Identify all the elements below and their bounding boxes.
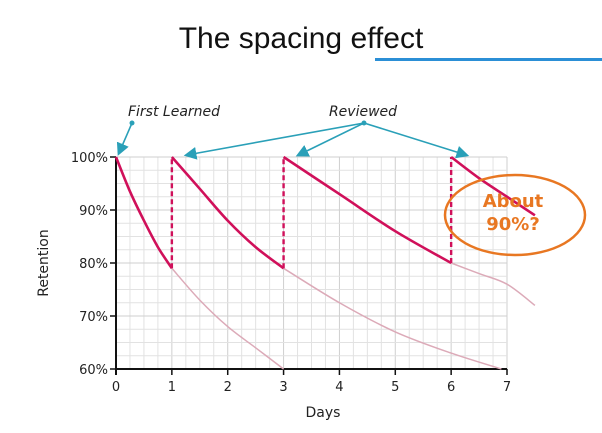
x-tick-label: 3 — [279, 380, 287, 395]
annotation-arrow — [183, 122, 365, 160]
forgetting-curve — [283, 267, 502, 370]
x-tick-label: 0 — [112, 380, 120, 395]
annotation-arrow — [295, 122, 365, 157]
x-tick-label: 2 — [224, 380, 232, 395]
y-tick-label: 70% — [79, 310, 108, 325]
y-tick-label: 100% — [71, 151, 108, 166]
y-tick-label: 80% — [79, 257, 108, 272]
slide-title: The spacing effect — [178, 22, 424, 55]
annotation-arrow — [116, 122, 133, 156]
y-tick-label: 60% — [79, 363, 108, 378]
retention-curve — [282, 155, 452, 265]
annotation-90-percent: 90%? — [486, 214, 540, 235]
retention-curve — [450, 155, 536, 217]
y-axis-label: Retention — [36, 229, 52, 297]
x-tick-label: 4 — [335, 380, 343, 395]
annotation-reviewed: Reviewed — [329, 104, 397, 120]
retention-curve — [114, 156, 173, 270]
x-axis-label: Days — [306, 405, 341, 421]
forgetting-curve — [171, 267, 285, 370]
annotation-arrow — [363, 122, 470, 159]
forgetting-curve — [450, 262, 536, 306]
x-tick-label: 6 — [447, 380, 455, 395]
title-underline — [375, 58, 602, 61]
y-tick-label: 90% — [79, 204, 108, 219]
annotation-about: About — [483, 191, 544, 212]
retention-curve — [170, 156, 285, 270]
x-tick-label: 1 — [168, 380, 176, 395]
annotation-first-learned: First Learned — [128, 104, 220, 120]
highlight-ellipse — [443, 173, 587, 257]
x-tick-label: 5 — [391, 380, 399, 395]
x-tick-label: 7 — [503, 380, 511, 395]
